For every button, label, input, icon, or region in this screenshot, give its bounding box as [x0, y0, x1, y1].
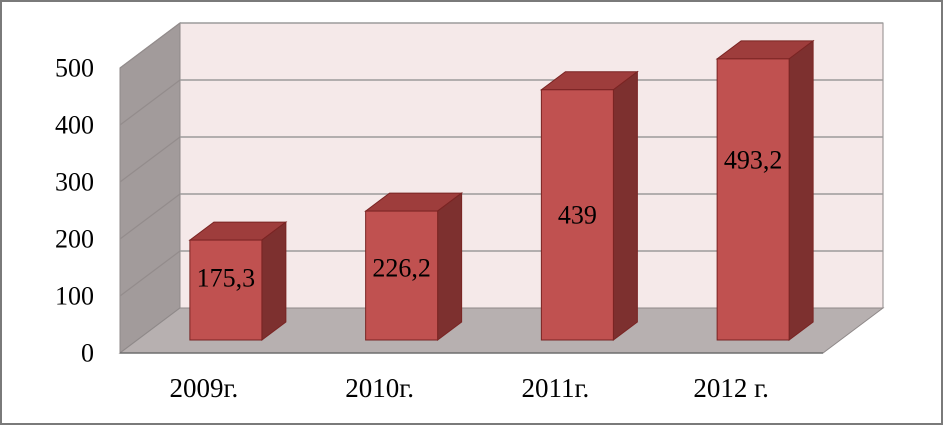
bar-side-face — [612, 70, 638, 341]
bar-side-face — [261, 221, 287, 341]
side-wall-gridline — [119, 22, 181, 69]
side-wall-gridline — [119, 193, 181, 240]
side-wall-gridline — [119, 136, 181, 183]
y-axis-tick-label: 0 — [81, 339, 94, 368]
chart-side-wall — [119, 22, 181, 354]
x-axis-category-label: 2010г. — [345, 373, 414, 403]
x-axis-category-label: 2012 г. — [693, 373, 769, 403]
bar-value-label: 226,2 — [372, 253, 431, 282]
bar-value-label: 175,3 — [197, 264, 256, 293]
bar-side-face — [788, 39, 814, 341]
x-axis-category-label: 2009г. — [169, 373, 238, 403]
bar — [365, 210, 439, 341]
y-axis-tick-label: 200 — [55, 225, 94, 254]
y-axis-tick-label: 100 — [55, 282, 94, 311]
bar — [716, 58, 790, 341]
y-axis-tick-label: 400 — [55, 111, 94, 140]
y-axis-tick-label: 300 — [55, 168, 94, 197]
bar — [540, 89, 614, 341]
bar — [189, 239, 263, 341]
y-axis-tick-label: 500 — [55, 54, 94, 83]
x-axis-category-label: 2011г. — [521, 373, 589, 403]
bar-value-label: 439 — [558, 200, 597, 229]
bar-value-label: 493,2 — [724, 146, 783, 175]
side-wall-gridline — [119, 79, 181, 126]
bar-side-face — [437, 192, 463, 341]
side-wall-gridline — [119, 250, 181, 297]
